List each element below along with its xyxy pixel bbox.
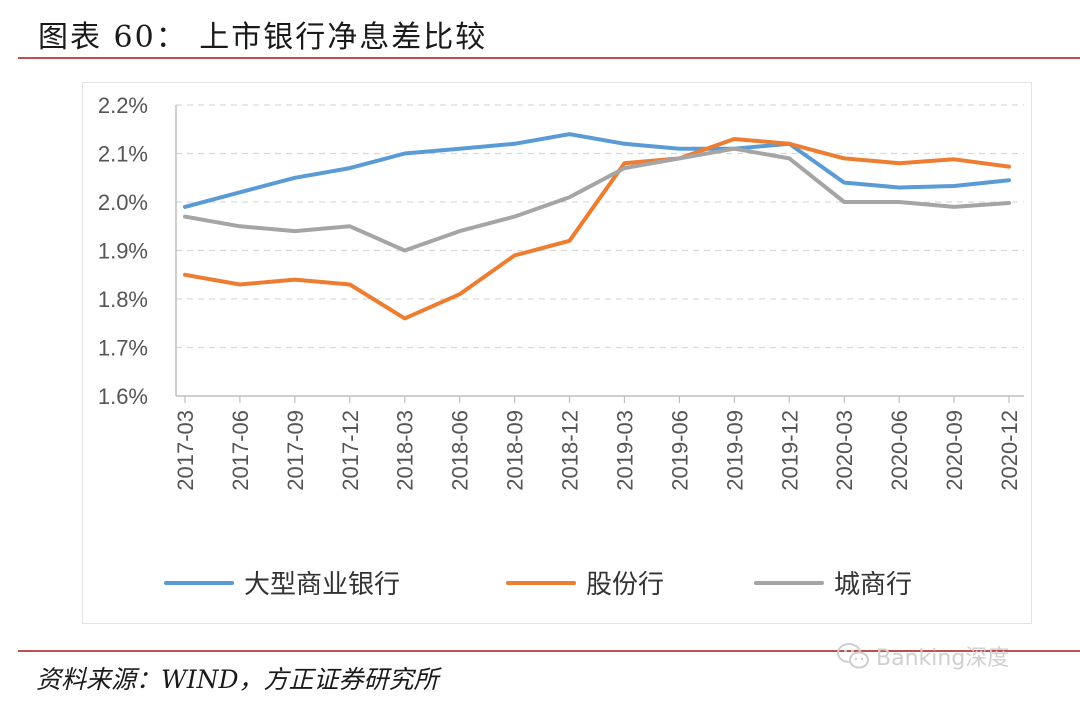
axes <box>175 105 1024 403</box>
legend: 大型商业银行 股份行 城商行 <box>164 570 912 600</box>
x-tick-label: 2017-09 <box>283 410 308 491</box>
series-line-3 <box>183 146 1011 253</box>
x-tick-label: 2019-03 <box>612 410 637 491</box>
x-tick-label: 2020-09 <box>942 410 967 491</box>
x-tick-label: 2020-12 <box>997 410 1022 491</box>
y-tick-label: 2.1% <box>98 142 148 167</box>
x-tick-label: 2018-12 <box>558 410 583 491</box>
x-tick-label: 2017-03 <box>173 410 198 491</box>
x-tick-label: 2019-06 <box>667 410 692 491</box>
page-title: 图表 60： 上市银行净息差比较 <box>38 20 488 55</box>
header-divider <box>18 57 1080 59</box>
x-tick-label: 2018-06 <box>448 410 473 491</box>
y-tick-label: 1.8% <box>98 287 148 312</box>
wechat-icon <box>837 643 869 669</box>
x-tick-labels: 2017-03 2017-06 2017-09 2017-12 2018-03 2018-… <box>173 410 1022 491</box>
footer-divider <box>18 650 1080 652</box>
y-tick-label: 1.9% <box>98 239 148 264</box>
watermark-text: Banking深度 <box>876 646 1010 671</box>
x-tick-label: 2020-03 <box>832 410 857 491</box>
watermark: Banking深度 <box>836 640 1009 672</box>
x-tick-label: 2019-09 <box>722 410 747 491</box>
y-tick-label: 2.0% <box>98 190 148 215</box>
y-tick-labels: 1.6% 1.7% 1.8% 1.9% 2.0% 2.1% 2.2% <box>98 93 148 409</box>
series-line-2 <box>183 137 1011 321</box>
series-line-1 <box>183 132 1011 209</box>
legend-label: 城商行 <box>834 570 912 600</box>
chart-frame <box>82 82 1032 624</box>
legend-label: 股份行 <box>586 570 664 600</box>
y-tick-label: 2.2% <box>98 93 148 118</box>
legend-label: 大型商业银行 <box>244 570 400 600</box>
source-note: 资料来源：WIND，方正证券研究所 <box>36 665 439 694</box>
line-chart: 1.6%1.7%1.8%1.9%2.0%2.1%2.2% 2017-03 2017… <box>98 93 1024 600</box>
x-tick-label: 2017-12 <box>338 410 363 491</box>
x-tick-label: 2018-03 <box>393 410 418 491</box>
x-tick-label: 2019-12 <box>777 410 802 491</box>
y-tick-label: 1.7% <box>98 336 148 361</box>
y-tick-label: 1.6% <box>98 384 148 409</box>
x-tick-label: 2020-06 <box>887 410 912 491</box>
series-lines <box>183 132 1011 321</box>
x-tick-label: 2018-09 <box>503 410 528 491</box>
grid-lines <box>176 104 1024 349</box>
x-tick-label: 2017-06 <box>228 410 253 491</box>
